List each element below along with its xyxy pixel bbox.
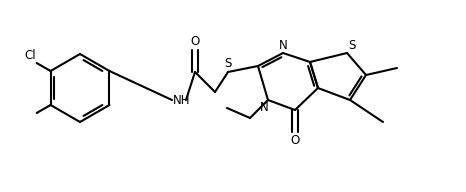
Text: S: S <box>348 39 356 52</box>
Text: Cl: Cl <box>24 49 36 62</box>
Text: O: O <box>191 35 199 48</box>
Text: N: N <box>279 39 288 52</box>
Text: N: N <box>260 101 269 114</box>
Text: NH: NH <box>173 94 191 108</box>
Text: O: O <box>290 134 300 147</box>
Text: S: S <box>224 57 232 70</box>
